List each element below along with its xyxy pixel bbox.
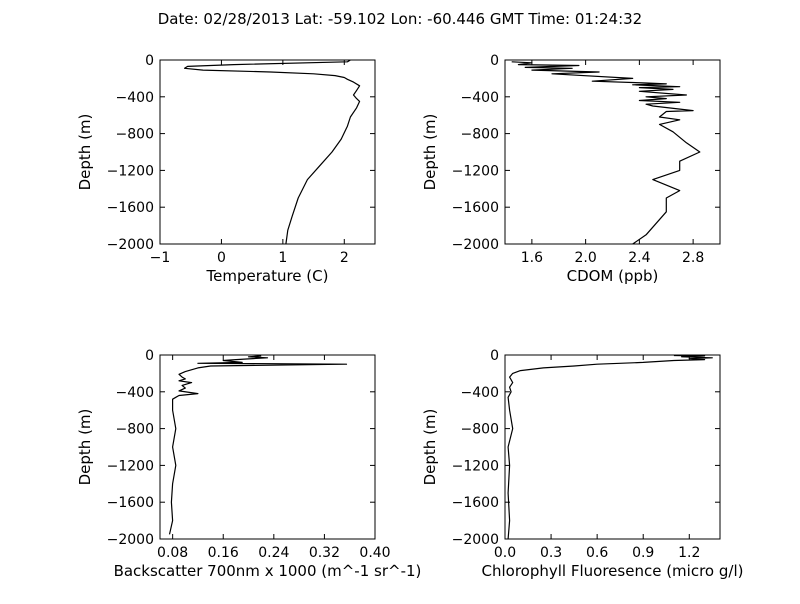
x-tick-label: 1 [278,250,287,266]
x-tick-label: 2.4 [628,250,650,266]
profile-line [184,59,361,245]
x-tick-label: 0.16 [208,545,239,561]
x-axis-label: Chlorophyll Fluoresence (micro g/l) [482,562,744,580]
plot-frame [159,354,376,540]
y-tick-label: −400 [461,90,499,106]
y-tick-label: −2000 [107,237,154,253]
x-tick-label: 2 [340,250,349,266]
y-tick-label: −2000 [452,532,499,548]
profile-line [511,61,701,245]
y-tick-label: −1600 [452,495,499,511]
y-tick-label: −1200 [452,458,499,474]
y-tick-label: −2000 [452,237,499,253]
y-tick-label: 0 [145,53,154,69]
y-tick-label: 0 [490,53,499,69]
y-tick-label: −800 [116,127,154,143]
y-tick-label: −800 [116,422,154,438]
y-tick-label: 0 [145,348,154,364]
x-tick-label: 0.32 [309,545,340,561]
x-tick-label: 1.6 [521,250,543,266]
y-tick-label: −1200 [452,163,499,179]
y-tick-label: −400 [116,90,154,106]
x-tick-label: 0.6 [586,545,608,561]
profile-line [507,354,713,540]
x-tick-label: 2.8 [682,250,704,266]
y-axis-label: Depth (m) [76,114,94,191]
y-tick-label: −400 [461,385,499,401]
x-tick-label: 0.9 [632,545,654,561]
y-tick-label: −1600 [107,200,154,216]
x-axis-label: CDOM (ppb) [567,267,659,285]
y-tick-label: −1200 [107,458,154,474]
x-tick-label: 0.24 [258,545,289,561]
y-tick-label: 0 [490,348,499,364]
x-tick-label: 0 [217,250,226,266]
y-tick-label: −1600 [452,200,499,216]
x-tick-label: 1.2 [678,545,700,561]
figure-title: Date: 02/28/2013 Lat: -59.102 Lon: -60.4… [158,10,642,28]
x-axis-label: Backscatter 700nm x 1000 (m^-1 sr^-1) [114,562,422,580]
y-tick-label: −800 [461,422,499,438]
y-axis-label: Depth (m) [421,409,439,486]
y-axis-label: Depth (m) [76,409,94,486]
plot-frame [504,59,721,245]
y-axis-label: Depth (m) [421,114,439,191]
plot-frame [504,354,721,540]
y-tick-label: −1200 [107,163,154,179]
subplot-grid: 0−400−800−1200−1600−2000−1 0 1 2Temperature… [76,53,743,580]
profile-line [168,355,348,535]
y-tick-label: −400 [116,385,154,401]
x-tick-label: 0.3 [540,545,562,561]
subplot-2: 0 −400 −800 −1200 −1600 −2000 1.6 2.0 2.4 2.8 CDOM… [421,53,721,285]
y-tick-label: −1600 [107,495,154,511]
x-tick-label: 0.08 [157,545,188,561]
x-tick-label: 0.40 [359,545,390,561]
x-tick-label: 0.0 [494,545,516,561]
x-tick-label: −1 [150,250,171,266]
plot-frame [159,59,376,245]
x-tick-label: 2.0 [574,250,596,266]
y-tick-label: −2000 [107,532,154,548]
subplot-1: 0 −400 −800 −1200 −1600 −2000−1 0 1 2 Temperature… [76,53,376,285]
x-axis-label: Temperature (C) [206,267,329,285]
y-tick-label: −800 [461,127,499,143]
